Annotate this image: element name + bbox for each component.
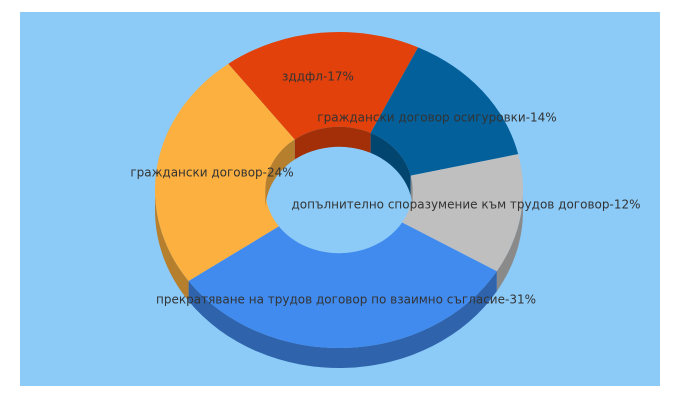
slice-label: зддфл-17%: [282, 70, 354, 84]
slice-label: прекратяване на трудов договор по взаимн…: [156, 293, 536, 307]
slice: [402, 154, 524, 272]
slice: [370, 47, 519, 176]
slice-side: [155, 190, 189, 301]
slice: [188, 222, 497, 349]
slice-inner-side: [410, 175, 413, 210]
slice-label: допълнително споразумение към трудов дог…: [292, 198, 641, 212]
slice: [155, 63, 295, 281]
slice-side: [188, 271, 497, 369]
slice-inner-side: [294, 126, 371, 160]
slice-label: граждански договор-24%: [130, 166, 293, 180]
slice-label: граждански договор осигуровки-14%: [317, 111, 556, 125]
slice-side: [496, 190, 523, 292]
slice-inner-side: [370, 132, 411, 196]
slice-inner-side: [265, 139, 295, 210]
slice: [228, 31, 419, 140]
